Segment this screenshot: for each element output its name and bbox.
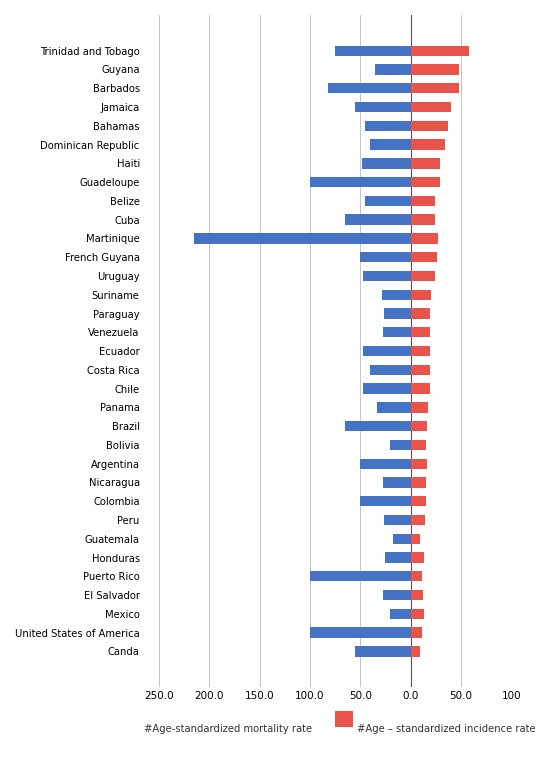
Bar	[382, 289, 411, 300]
Bar	[335, 46, 411, 56]
Bar	[328, 83, 411, 93]
Bar	[411, 196, 435, 206]
Bar	[411, 590, 423, 600]
Bar	[383, 327, 411, 338]
Bar	[363, 346, 411, 356]
Bar	[390, 608, 411, 619]
Bar	[411, 83, 459, 93]
Bar	[411, 64, 459, 74]
Bar	[411, 383, 430, 393]
Bar	[411, 571, 422, 581]
Bar	[411, 534, 420, 544]
Bar	[366, 196, 411, 206]
Bar	[385, 553, 411, 563]
Bar	[384, 308, 411, 319]
Bar	[360, 496, 411, 507]
Bar	[310, 628, 411, 638]
Bar	[194, 234, 411, 244]
Bar	[411, 440, 426, 450]
Bar	[360, 459, 411, 469]
Bar	[411, 459, 427, 469]
Bar	[411, 214, 435, 225]
Bar	[411, 289, 431, 300]
Bar	[411, 402, 428, 413]
Bar	[411, 628, 422, 638]
Bar	[411, 46, 469, 56]
Bar	[310, 571, 411, 581]
Bar	[383, 477, 411, 487]
Bar	[355, 646, 411, 656]
Bar	[345, 214, 411, 225]
Bar	[411, 158, 440, 168]
Bar	[411, 365, 430, 375]
Bar	[366, 120, 411, 131]
Bar	[411, 234, 438, 244]
Bar	[345, 421, 411, 431]
Bar	[360, 252, 411, 262]
Bar	[362, 158, 411, 168]
Bar	[411, 308, 430, 319]
Bar	[377, 402, 411, 413]
Bar	[411, 421, 427, 431]
Bar	[411, 553, 423, 563]
Bar	[384, 514, 411, 525]
Bar	[411, 496, 426, 507]
Bar	[411, 120, 448, 131]
Bar	[363, 383, 411, 393]
Text: #Age – standardized incidence rate: #Age – standardized incidence rate	[357, 724, 535, 734]
Bar	[383, 590, 411, 600]
Bar	[411, 177, 440, 187]
Bar	[411, 327, 430, 338]
Bar	[363, 271, 411, 281]
Bar	[335, 711, 353, 727]
Bar	[355, 102, 411, 113]
Bar	[411, 252, 437, 262]
Bar	[411, 608, 423, 619]
Bar	[411, 346, 430, 356]
Bar	[411, 140, 445, 150]
Bar	[411, 514, 425, 525]
Bar	[390, 440, 411, 450]
Bar	[411, 271, 435, 281]
Text: #Age-standardized mortality rate: #Age-standardized mortality rate	[144, 724, 312, 734]
Bar	[375, 64, 411, 74]
Bar	[411, 646, 420, 656]
Bar	[310, 177, 411, 187]
Bar	[411, 102, 451, 113]
Bar	[370, 365, 411, 375]
Bar	[411, 477, 426, 487]
Bar	[370, 140, 411, 150]
Bar	[393, 534, 411, 544]
